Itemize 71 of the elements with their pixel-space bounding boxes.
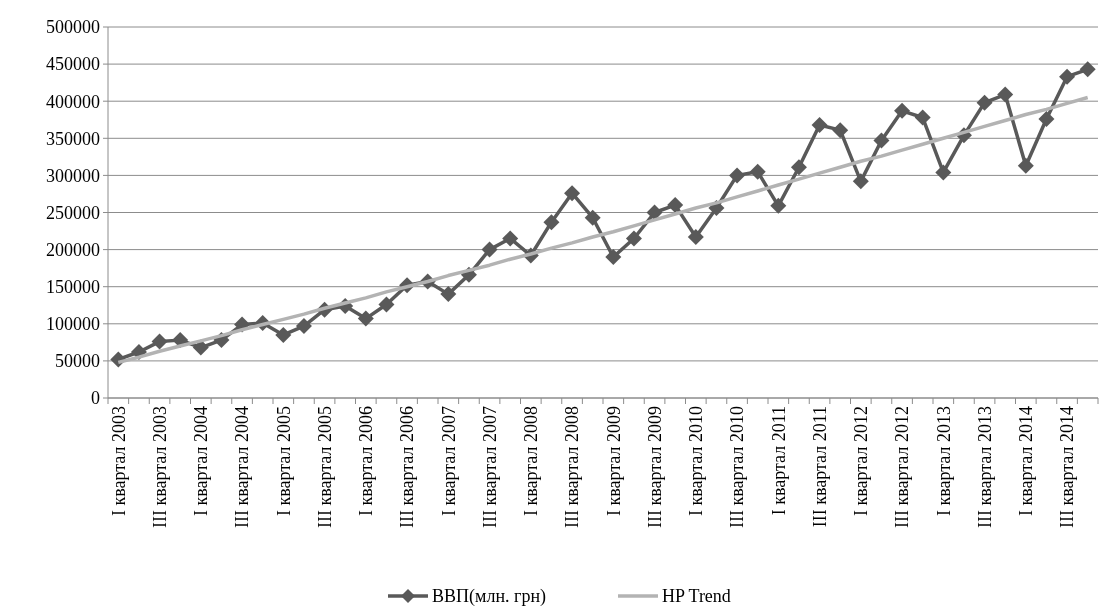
point [502,230,519,247]
point [729,167,746,184]
point [873,132,890,149]
x-tick-label: III квартал 2009 [644,406,665,528]
x-tick-label: III квартал 2008 [562,406,583,528]
y-tick-label: 400000 [46,91,100,112]
point [914,109,931,126]
point [687,228,704,245]
point [852,173,869,190]
x-tick-label: I квартал 2008 [521,406,542,516]
y-tick-label: 500000 [46,17,100,38]
point [811,116,828,133]
x-tick-label: III квартал 2013 [974,406,995,528]
point [1059,68,1076,85]
point [1038,111,1055,128]
point [543,214,560,231]
point [357,310,374,327]
x-tick-label: I квартал 2005 [273,406,294,516]
x-tick-label: I квартал 2011 [768,406,789,516]
legend-label: HP Trend [662,586,731,607]
x-tick-label: III квартал 2003 [149,406,170,528]
point [749,163,766,180]
x-tick-label: I квартал 2004 [191,406,212,516]
point [1079,61,1096,78]
x-tick-label: I квартал 2010 [686,406,707,516]
y-tick-label: 450000 [46,54,100,75]
y-tick-label: 100000 [46,314,100,335]
y-tick-label: 50000 [55,351,100,372]
point [667,197,684,214]
x-tick-label: III квартал 2004 [232,406,253,528]
x-tick-label: III квартал 2006 [397,406,418,528]
y-tick-label: 250000 [46,202,100,223]
point [378,296,395,313]
point [976,94,993,111]
point [832,122,849,139]
y-tick-label: 0 [91,388,100,409]
point [440,286,457,303]
x-tick-label: III квартал 2007 [479,406,500,528]
legend-label: ВВП(млн. грн) [432,586,547,608]
x-tick-label: I квартал 2006 [356,406,377,516]
y-tick-label: 150000 [46,277,100,297]
x-tick-label: I квартал 2009 [603,406,624,516]
y-tick-label: 200000 [46,239,100,260]
x-tick-label: I квартал 2013 [933,406,954,516]
point [605,249,622,266]
x-tick-label: III квартал 2011 [809,406,830,528]
point [1017,157,1034,174]
y-tick-label: 300000 [46,165,100,186]
x-tick-label: III квартал 2010 [727,406,748,528]
point [770,197,787,214]
point [564,185,581,202]
point [481,241,498,258]
x-tick-label: I квартал 2012 [851,406,872,516]
x-tick-label: III квартал 2014 [1057,406,1078,528]
x-tick-label: I квартал 2003 [108,406,129,516]
point [295,318,312,335]
point [646,204,663,221]
point [625,230,642,247]
point [151,333,168,350]
x-tick-label: III квартал 2005 [314,406,335,528]
point [935,164,952,181]
point [997,86,1014,103]
point [192,339,209,356]
point [894,102,911,119]
x-tick-label: I квартал 2007 [438,406,459,516]
x-tick-label: I квартал 2014 [1016,406,1037,516]
point [275,326,292,343]
y-tick-label: 350000 [46,128,100,149]
point [584,209,601,226]
point [790,159,807,176]
x-tick-label: III квартал 2012 [892,406,913,528]
